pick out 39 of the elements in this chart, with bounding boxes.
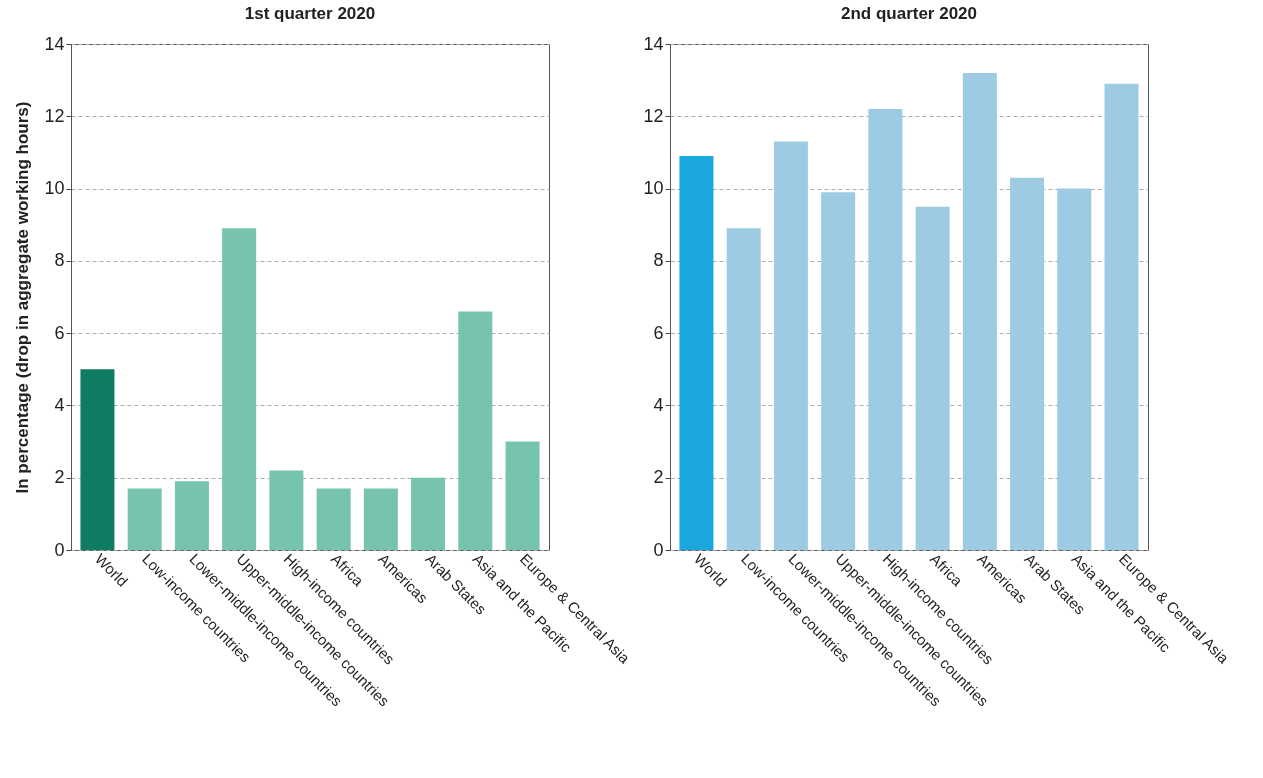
chart-title: 1st quarter 2020 — [244, 4, 376, 23]
bar — [174, 481, 209, 550]
bar — [269, 470, 304, 550]
y-tick-label: 14 — [44, 33, 65, 54]
y-tick-label: 6 — [653, 322, 664, 343]
y-tick-label: 10 — [643, 178, 664, 199]
bar — [962, 72, 997, 550]
y-tick-label: 10 — [44, 178, 65, 199]
y-tick-label: 8 — [54, 250, 65, 271]
y-tick-label: 14 — [643, 33, 664, 54]
bar — [821, 192, 856, 550]
bar — [1104, 83, 1139, 550]
y-tick-label: 12 — [643, 105, 664, 126]
chart-title: 2nd quarter 2020 — [840, 4, 978, 23]
bar — [773, 141, 808, 550]
y-tick-label: 6 — [54, 322, 65, 343]
bar — [316, 488, 351, 550]
y-tick-label: 2 — [54, 467, 65, 488]
y-tick-label: 12 — [44, 105, 65, 126]
bar — [458, 311, 493, 550]
bar — [80, 369, 115, 550]
bar — [915, 206, 950, 550]
bar — [363, 488, 398, 550]
y-tick-label: 0 — [653, 539, 664, 560]
y-tick-label: 0 — [54, 539, 65, 560]
y-tick-label: 8 — [653, 250, 664, 271]
bar — [222, 228, 257, 550]
bar — [679, 156, 714, 550]
y-tick-label: 2 — [653, 467, 664, 488]
bar — [127, 488, 162, 550]
bar — [868, 109, 903, 550]
bar — [726, 228, 761, 550]
y-tick-label: 4 — [653, 394, 664, 415]
y-axis-title: In percentage (drop in aggregate working hours) — [13, 101, 33, 494]
bar — [411, 477, 446, 550]
bar — [505, 441, 540, 550]
bar — [1010, 177, 1045, 550]
y-tick-label: 4 — [54, 394, 65, 415]
bar — [1057, 188, 1092, 550]
